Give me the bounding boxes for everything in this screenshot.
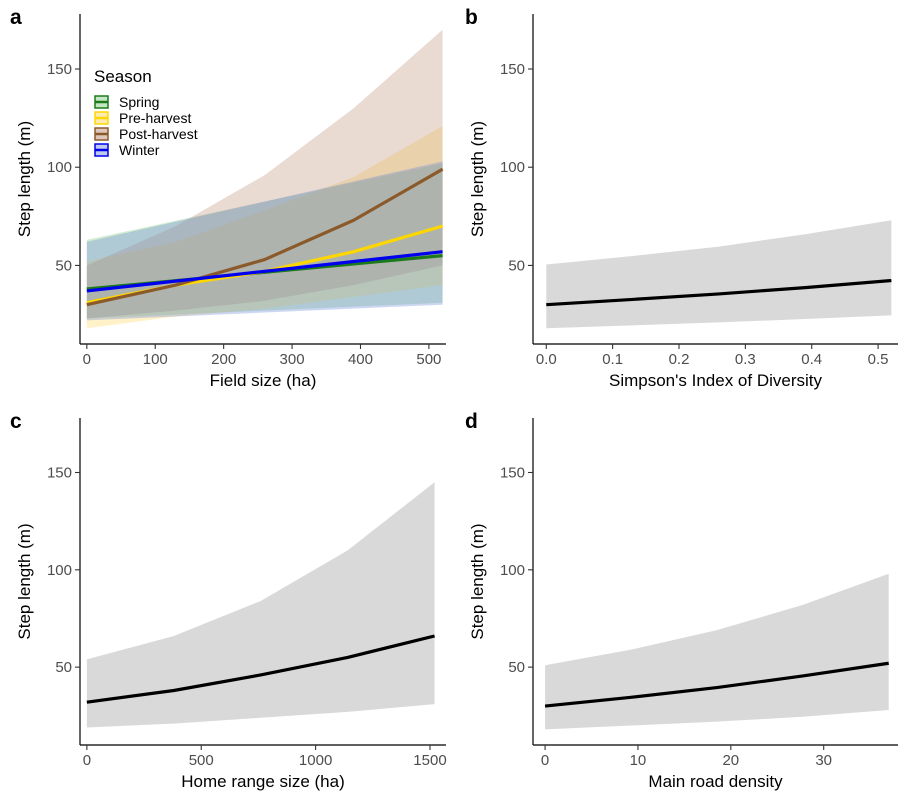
x-tick-label: 1500 (413, 752, 446, 769)
x-tick-label: 0 (83, 351, 91, 368)
x-tick-label: 0 (541, 752, 549, 769)
y-tick-label: 50 (55, 257, 72, 274)
x-axis-title: Simpson's Index of Diversity (609, 371, 822, 390)
legend-label: Winter (119, 142, 160, 158)
x-tick-label: 0.1 (602, 351, 623, 368)
y-tick-label: 150 (500, 465, 525, 482)
y-axis-title: Step length (m) (468, 523, 487, 639)
legend-key (94, 111, 109, 125)
x-axis-title: Home range size (ha) (181, 772, 344, 791)
y-tick-label: 150 (47, 465, 72, 482)
x-tick-label: 500 (416, 351, 441, 368)
legend: Season SpringPre-harvestPost-harvestWinte… (94, 67, 198, 158)
panel-label: d (465, 410, 478, 433)
x-tick-label: 100 (143, 351, 168, 368)
legend-label: Post-harvest (119, 126, 198, 142)
panel-label: a (10, 6, 22, 29)
confidence-band-post-harvest (86, 29, 443, 319)
y-axis-title: Step length (m) (15, 121, 34, 237)
y-tick-label: 50 (55, 659, 72, 676)
panel-a: 50 100 150 0 100 200 300 400 500 Field size (ha) S… (10, 6, 446, 390)
legend-title: Season (94, 67, 152, 86)
x-tick-label: 0.4 (801, 351, 822, 368)
x-axis-title: Main road density (648, 772, 783, 791)
x-tick-label: 0.0 (536, 351, 557, 368)
fitted-line-series (86, 634, 435, 704)
x-tick-label: 300 (280, 351, 305, 368)
y-tick-label: 50 (508, 659, 525, 676)
confidence-band-series (86, 482, 435, 728)
panel-d: 50 100 150 0 10 20 30 Main road density Step len… (465, 410, 898, 791)
x-tick-label: 30 (815, 752, 832, 769)
confidence-band-series (545, 573, 889, 730)
x-axis-title: Field size (ha) (210, 371, 317, 390)
y-tick-label: 100 (500, 159, 525, 176)
legend-label: Spring (119, 94, 159, 110)
y-tick-label: 50 (508, 257, 525, 274)
legend-key (94, 143, 109, 157)
y-tick-label: 100 (47, 562, 72, 579)
y-tick-label: 150 (500, 61, 525, 78)
x-tick-label: 20 (722, 752, 739, 769)
fitted-line-winter (86, 250, 443, 293)
y-axis-title: Step length (m) (468, 121, 487, 237)
confidence-band-series (546, 220, 892, 329)
fitted-line-series (546, 278, 892, 307)
y-tick-label: 100 (47, 159, 72, 176)
confidence-band-pre-harvest (86, 125, 443, 329)
panel-label: c (10, 410, 22, 433)
x-tick-label: 10 (630, 752, 647, 769)
x-tick-label: 500 (189, 752, 214, 769)
fitted-line-post-harvest (86, 167, 444, 307)
legend-key (94, 127, 109, 141)
x-tick-label: 200 (211, 351, 236, 368)
y-tick-label: 100 (500, 562, 525, 579)
x-tick-label: 1000 (299, 752, 332, 769)
panel-b: 50 100 150 0.0 0.1 0.2 0.3 0.4 0.5 Simpson's Inde… (465, 6, 898, 390)
legend-key (94, 95, 109, 109)
x-tick-label: 0 (83, 752, 91, 769)
legend-label: Pre-harvest (119, 110, 191, 126)
x-tick-label: 0.2 (669, 351, 690, 368)
y-tick-label: 150 (47, 61, 72, 78)
x-tick-label: 0.3 (735, 351, 756, 368)
x-tick-label: 400 (348, 351, 373, 368)
y-axis-title: Step length (m) (15, 523, 34, 639)
x-tick-label: 0.5 (868, 351, 889, 368)
panel-label: b (465, 6, 478, 29)
fitted-line-series (544, 661, 889, 708)
